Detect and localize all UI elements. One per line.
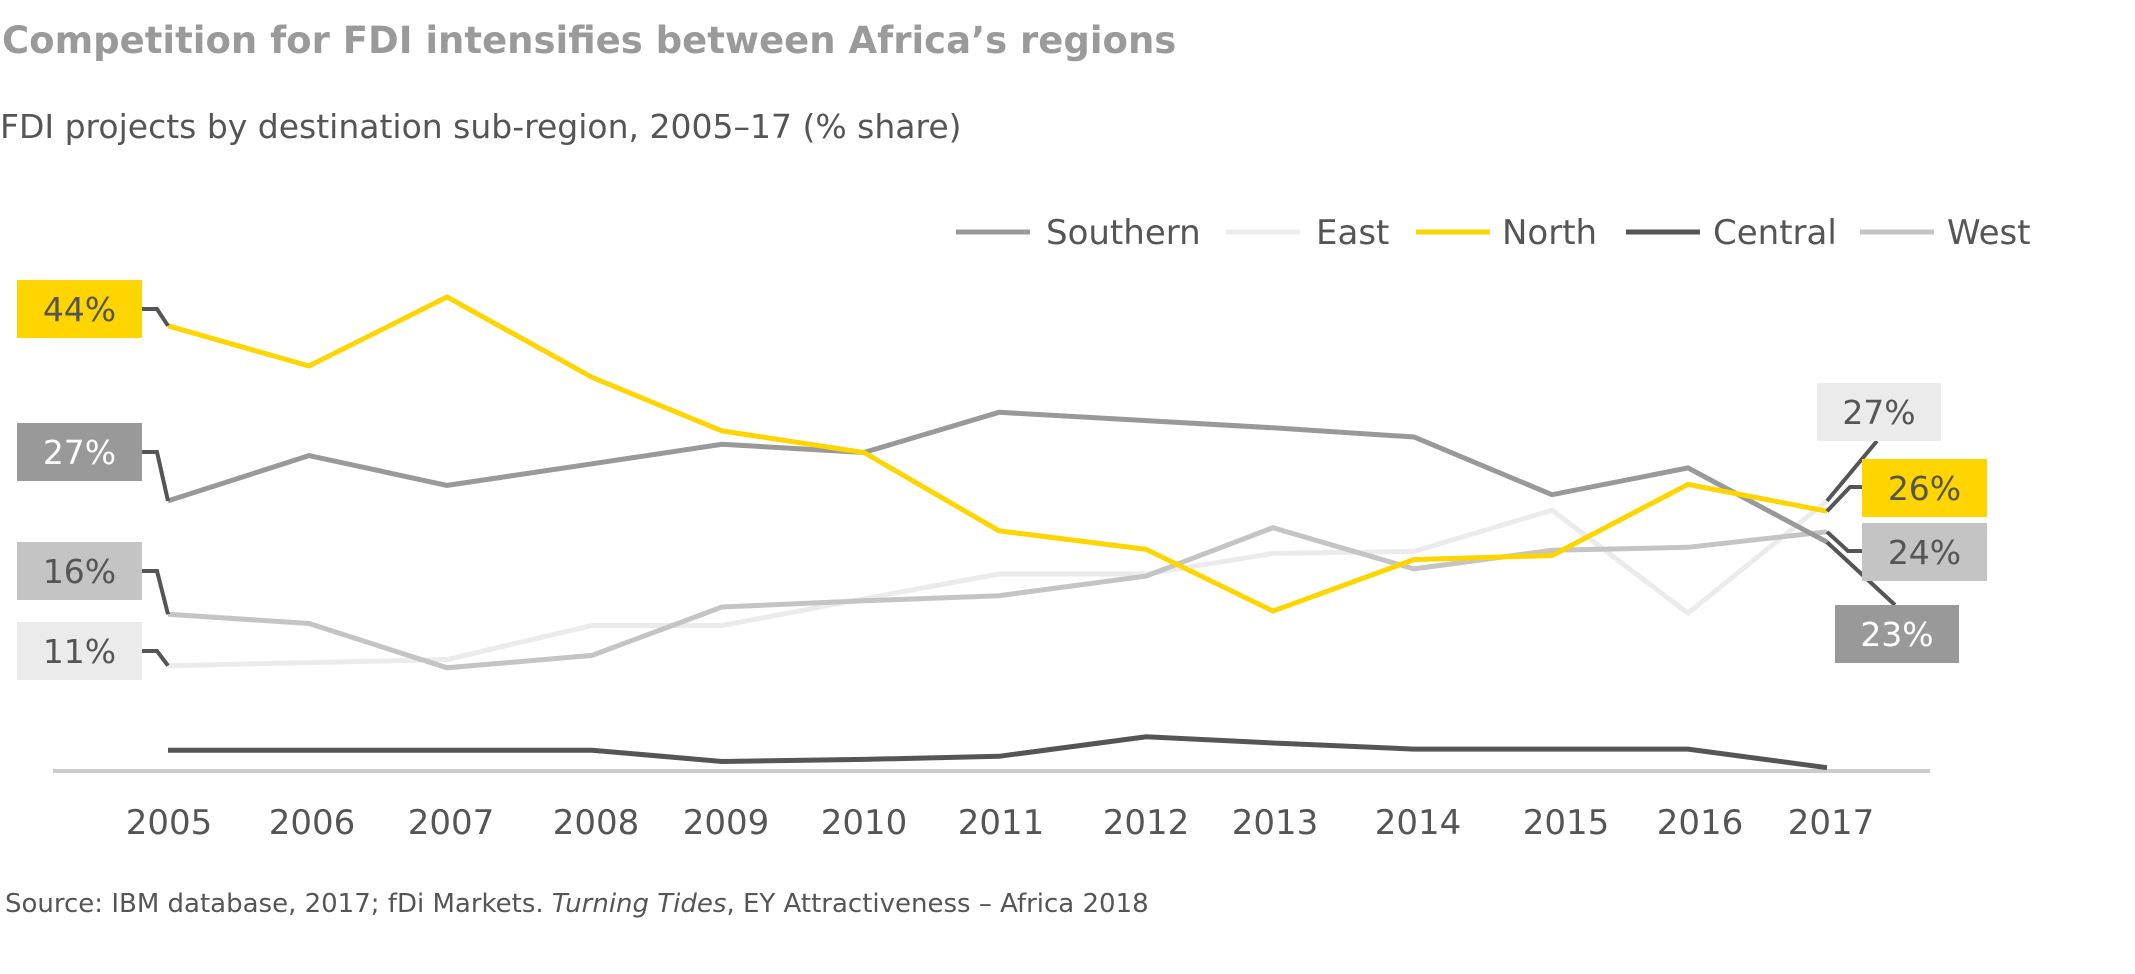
value-label-end-southern: 23%: [1835, 605, 1959, 663]
value-label-end-east-text: 27%: [1842, 393, 1915, 432]
x-tick-label-2010: 2010: [821, 803, 908, 843]
value-label-end-west: 24%: [1862, 523, 1987, 581]
value-label-start-north-box: [17, 280, 142, 338]
value-label-start-east-text: 11%: [43, 632, 116, 671]
connector-end-north: [1825, 485, 1862, 513]
x-tick-label-2009: 2009: [683, 803, 770, 843]
connector-end-east: [1825, 439, 1879, 503]
legend-label-north: North: [1502, 213, 1597, 253]
value-label-end-east: 27%: [1817, 383, 1941, 441]
value-label-start-west: 16%: [17, 542, 142, 600]
value-label-end-north: 26%: [1862, 459, 1987, 517]
connector-end-west: [1825, 530, 1862, 553]
value-label-end-west-box: [1862, 523, 1987, 581]
legend-label-southern: Southern: [1046, 213, 1201, 253]
connector-start-north: [142, 307, 170, 327]
legend: Southern East North Central West: [956, 213, 2031, 253]
value-label-start-southern: 27%: [17, 423, 142, 481]
x-tick-label-2017: 2017: [1788, 803, 1875, 843]
legend-label-west: West: [1947, 213, 2031, 253]
value-label-end-west-text: 24%: [1888, 533, 1961, 572]
value-label-start-southern-box: [17, 423, 142, 481]
series-line-north: [167, 294, 1828, 614]
value-label-end-north-text: 26%: [1888, 469, 1961, 508]
legend-label-central: Central: [1713, 213, 1837, 253]
source-prefix: Source: IBM database, 2017; fDi Markets.: [5, 889, 552, 919]
legend-item-southern: Southern: [956, 213, 1201, 253]
x-tick-label-2011: 2011: [958, 803, 1045, 843]
x-tick-label-2013: 2013: [1232, 803, 1319, 843]
connector-start-southern: [142, 450, 170, 502]
value-label-end-southern-text: 23%: [1860, 615, 1933, 654]
connector-start-west: [142, 569, 170, 615]
legend-label-east: East: [1316, 213, 1389, 253]
legend-item-west: West: [1860, 213, 2031, 253]
x-axis-tick-labels: 2005 2006 2007 2008 2009 2010 2011 2012 2013 2014…: [126, 803, 1875, 843]
x-tick-label-2008: 2008: [553, 803, 640, 843]
source-italic-title: Turning Tides: [552, 889, 727, 919]
chart-title: Competition for FDI intensifies between …: [2, 19, 1176, 62]
value-label-end-east-box: [1817, 383, 1941, 441]
chart-subtitle: FDI projects by destination sub-region, …: [0, 107, 962, 146]
source-suffix: , EY Attractiveness – Africa 2018: [726, 889, 1148, 919]
series-line-southern: [167, 409, 1829, 545]
connector-start-east: [142, 649, 170, 667]
series-line-west: [167, 525, 1828, 671]
value-label-start-east-box: [17, 622, 142, 680]
legend-item-east: East: [1226, 213, 1389, 253]
series-line-central: [168, 734, 1828, 771]
x-tick-label-2015: 2015: [1523, 803, 1610, 843]
value-label-start-southern-text: 27%: [43, 433, 116, 472]
label-connectors: [142, 307, 1897, 667]
x-tick-label-2007: 2007: [408, 803, 495, 843]
value-label-start-east: 11%: [17, 622, 142, 680]
connector-end-southern: [1825, 540, 1897, 607]
x-tick-label-2016: 2016: [1657, 803, 1744, 843]
legend-item-central: Central: [1626, 213, 1837, 253]
source-note: Source: IBM database, 2017; fDi Markets.…: [5, 889, 1149, 919]
value-labels: 27% 23% 11% 27% 44% 26% 16% 24%: [17, 280, 1987, 680]
value-label-start-north-text: 44%: [43, 290, 116, 329]
series-lines: [167, 294, 1829, 771]
x-tick-label-2005: 2005: [126, 803, 213, 843]
value-label-end-north-box: [1862, 459, 1987, 517]
x-tick-label-2006: 2006: [269, 803, 356, 843]
x-tick-label-2012: 2012: [1103, 803, 1190, 843]
value-label-start-west-box: [17, 542, 142, 600]
value-label-end-southern-box: [1835, 605, 1959, 663]
value-label-start-west-text: 16%: [43, 552, 116, 591]
legend-item-north: North: [1416, 213, 1597, 253]
x-tick-label-2014: 2014: [1375, 803, 1462, 843]
value-label-start-north: 44%: [17, 280, 142, 338]
series-line-east: [167, 498, 1829, 669]
